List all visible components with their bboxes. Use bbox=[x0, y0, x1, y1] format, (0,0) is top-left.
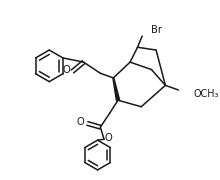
Text: O: O bbox=[105, 133, 113, 143]
Polygon shape bbox=[113, 78, 120, 101]
Text: Br: Br bbox=[150, 25, 161, 35]
Text: O: O bbox=[62, 66, 70, 75]
Text: O: O bbox=[77, 117, 85, 127]
Text: OCH₃: OCH₃ bbox=[193, 89, 219, 99]
